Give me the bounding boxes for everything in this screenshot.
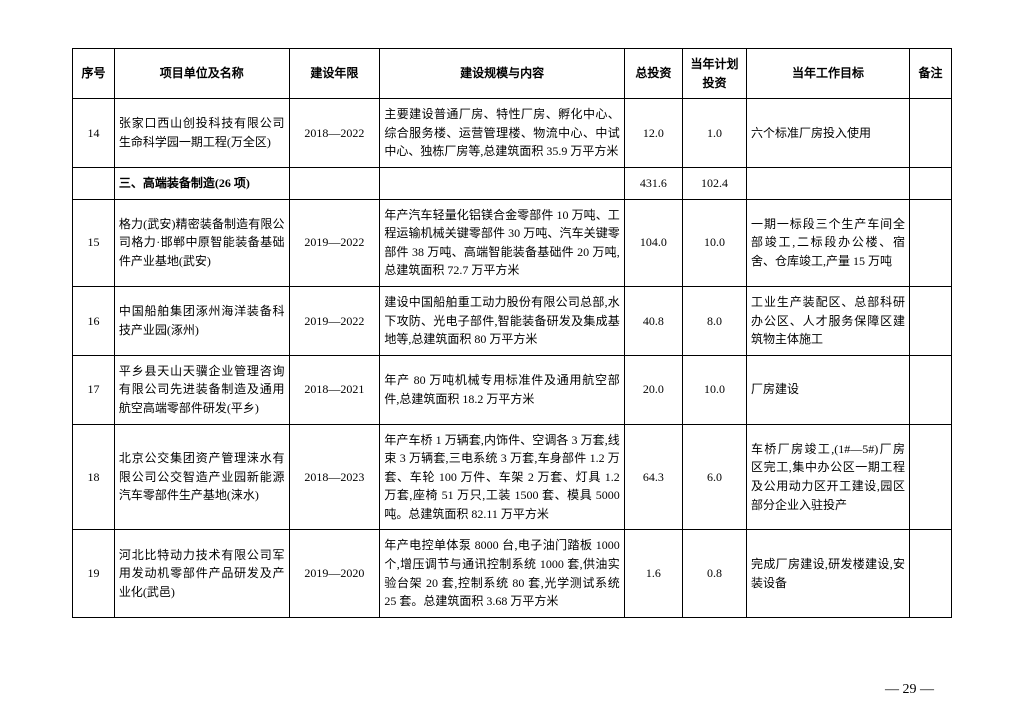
cell-name: 河北比特动力技术有限公司军用发动机零部件产品研发及产业化(武邑) bbox=[114, 530, 289, 617]
header-goal: 当年工作目标 bbox=[747, 49, 910, 99]
cell-year: 2019—2022 bbox=[289, 286, 380, 355]
header-seq: 序号 bbox=[73, 49, 115, 99]
section-title: 三、高端装备制造(26 项) bbox=[114, 167, 289, 199]
header-name: 项目单位及名称 bbox=[114, 49, 289, 99]
cell-name: 北京公交集团资产管理涞水有限公司公交智造产业园新能源汽车零部件生产基地(涞水) bbox=[114, 424, 289, 530]
cell-year: 2018—2022 bbox=[289, 99, 380, 168]
table-row: 14张家口西山创投科技有限公司生命科学园一期工程(万全区)2018—2022主要… bbox=[73, 99, 952, 168]
cell-name: 张家口西山创投科技有限公司生命科学园一期工程(万全区) bbox=[114, 99, 289, 168]
section-total-inv: 431.6 bbox=[624, 167, 682, 199]
cell-plan-inv: 1.0 bbox=[683, 99, 747, 168]
header-note: 备注 bbox=[910, 49, 952, 99]
section-plan-inv: 102.4 bbox=[683, 167, 747, 199]
cell-seq: 18 bbox=[73, 424, 115, 530]
cell-goal: 完成厂房建设,研发楼建设,安装设备 bbox=[747, 530, 910, 617]
cell-plan-inv: 6.0 bbox=[683, 424, 747, 530]
header-scope: 建设规模与内容 bbox=[380, 49, 624, 99]
section-row: 三、高端装备制造(26 项) 431.6102.4 bbox=[73, 167, 952, 199]
cell-total-inv: 1.6 bbox=[624, 530, 682, 617]
cell-total-inv: 20.0 bbox=[624, 355, 682, 424]
cell-year: 2019—2022 bbox=[289, 199, 380, 286]
cell-total-inv: 64.3 bbox=[624, 424, 682, 530]
cell-goal: 一期一标段三个生产车间全部竣工,二标段办公楼、宿舍、仓库竣工,产量 15 万吨 bbox=[747, 199, 910, 286]
cell-scope: 年产 80 万吨机械专用标准件及通用航空部件,总建筑面积 18.2 万平方米 bbox=[380, 355, 624, 424]
cell-scope: 主要建设普通厂房、特性厂房、孵化中心、综合服务楼、运营管理楼、物流中心、中试中心… bbox=[380, 99, 624, 168]
cell-seq: 19 bbox=[73, 530, 115, 617]
cell-plan-inv: 8.0 bbox=[683, 286, 747, 355]
cell-scope: 年产汽车轻量化铝镁合金零部件 10 万吨、工程运输机械关键零部件 30 万吨、汽… bbox=[380, 199, 624, 286]
cell-seq: 14 bbox=[73, 99, 115, 168]
cell-total-inv: 12.0 bbox=[624, 99, 682, 168]
table-row: 17平乡县天山天骥企业管理咨询有限公司先进装备制造及通用航空高端零部件研发(平乡… bbox=[73, 355, 952, 424]
cell-goal: 工业生产装配区、总部科研办公区、人才服务保障区建筑物主体施工 bbox=[747, 286, 910, 355]
table-row: 15格力(武安)精密装备制造有限公司格力·邯郸中原智能装备基础件产业基地(武安)… bbox=[73, 199, 952, 286]
table-row: 19河北比特动力技术有限公司军用发动机零部件产品研发及产业化(武邑)2019—2… bbox=[73, 530, 952, 617]
cell-note bbox=[910, 99, 952, 168]
cell-seq: 15 bbox=[73, 199, 115, 286]
cell-note bbox=[910, 286, 952, 355]
cell-seq: 16 bbox=[73, 286, 115, 355]
cell-note bbox=[910, 424, 952, 530]
header-total-inv: 总投资 bbox=[624, 49, 682, 99]
cell-goal: 厂房建设 bbox=[747, 355, 910, 424]
table-header-row: 序号 项目单位及名称 建设年限 建设规模与内容 总投资 当年计划投资 当年工作目… bbox=[73, 49, 952, 99]
project-table: 序号 项目单位及名称 建设年限 建设规模与内容 总投资 当年计划投资 当年工作目… bbox=[72, 48, 952, 618]
cell-goal: 六个标准厂房投入使用 bbox=[747, 99, 910, 168]
cell-name: 格力(武安)精密装备制造有限公司格力·邯郸中原智能装备基础件产业基地(武安) bbox=[114, 199, 289, 286]
cell-plan-inv: 10.0 bbox=[683, 355, 747, 424]
cell-plan-inv: 10.0 bbox=[683, 199, 747, 286]
page-number: — 29 — bbox=[885, 682, 934, 698]
cell-scope: 年产车桥 1 万辆套,内饰件、空调各 3 万套,线束 3 万辆套,三电系统 3 … bbox=[380, 424, 624, 530]
cell-total-inv: 40.8 bbox=[624, 286, 682, 355]
cell-year: 2019—2020 bbox=[289, 530, 380, 617]
cell-total-inv: 104.0 bbox=[624, 199, 682, 286]
table-row: 18北京公交集团资产管理涞水有限公司公交智造产业园新能源汽车零部件生产基地(涞水… bbox=[73, 424, 952, 530]
table-body: 14张家口西山创投科技有限公司生命科学园一期工程(万全区)2018—2022主要… bbox=[73, 99, 952, 618]
cell-year: 2018—2021 bbox=[289, 355, 380, 424]
header-plan-inv: 当年计划投资 bbox=[683, 49, 747, 99]
cell-seq: 17 bbox=[73, 355, 115, 424]
header-year: 建设年限 bbox=[289, 49, 380, 99]
cell-year: 2018—2023 bbox=[289, 424, 380, 530]
cell-scope: 建设中国船舶重工动力股份有限公司总部,水下攻防、光电子部件,智能装备研发及集成基… bbox=[380, 286, 624, 355]
cell-note bbox=[910, 355, 952, 424]
table-row: 16中国船舶集团涿州海洋装备科技产业园(涿州)2019—2022建设中国船舶重工… bbox=[73, 286, 952, 355]
cell-note bbox=[910, 530, 952, 617]
cell-name: 平乡县天山天骥企业管理咨询有限公司先进装备制造及通用航空高端零部件研发(平乡) bbox=[114, 355, 289, 424]
cell-scope: 年产电控单体泵 8000 台,电子油门踏板 1000 个,增压调节与通讯控制系统… bbox=[380, 530, 624, 617]
cell-plan-inv: 0.8 bbox=[683, 530, 747, 617]
cell-goal: 车桥厂房竣工,(1#—5#)厂房区完工,集中办公区一期工程及公用动力区开工建设,… bbox=[747, 424, 910, 530]
cell-note bbox=[910, 199, 952, 286]
cell-name: 中国船舶集团涿州海洋装备科技产业园(涿州) bbox=[114, 286, 289, 355]
